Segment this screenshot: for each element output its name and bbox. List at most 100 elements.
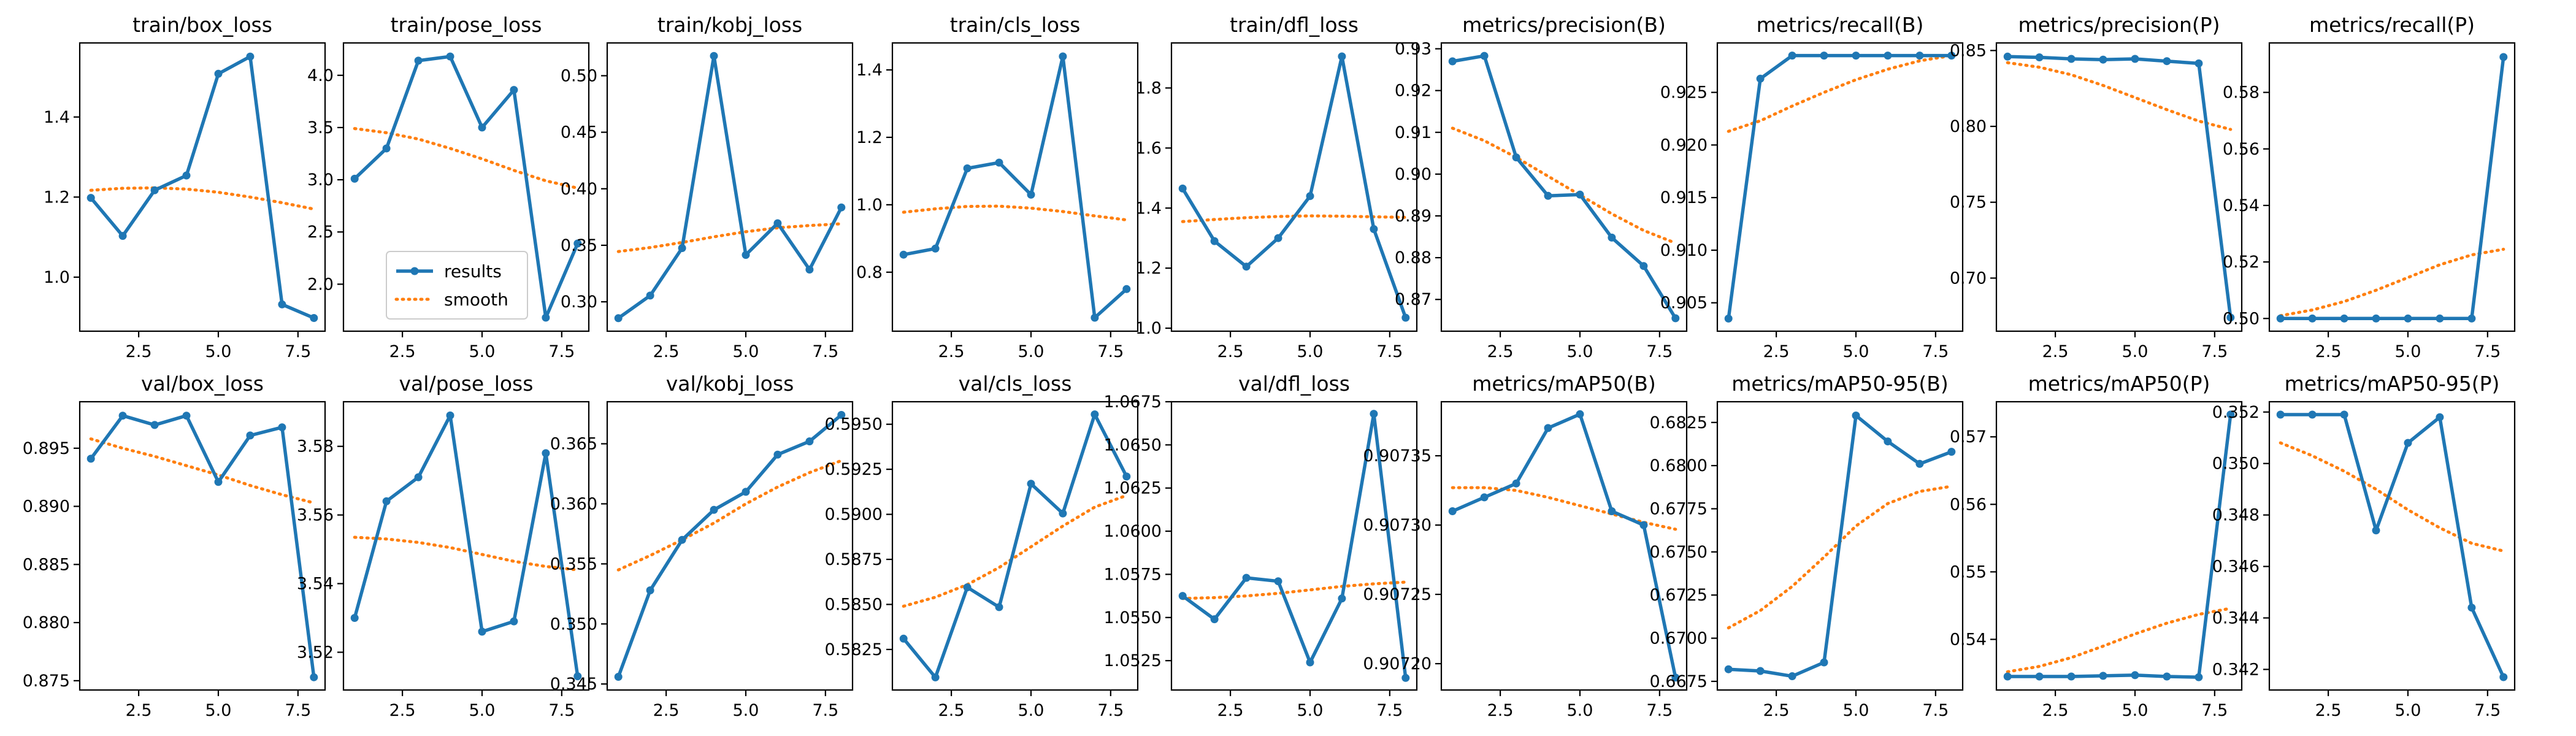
results-point [2035,672,2044,681]
y-tick-label: 1.8 [1135,79,1162,98]
x-tick-label: 2.5 [126,342,152,361]
legend-box [386,251,528,320]
x-tick-label: 7.5 [548,701,575,720]
panel-train-box-loss: train/box_loss 2.5 5.0 7.5 1.0 1.2 1.4 [44,13,326,361]
axes-frame [1440,401,1688,691]
results-point [2003,52,2012,61]
plot-area [350,411,582,681]
panel-title: val/dfl_loss [1238,372,1350,396]
panel-title: train/cls_loss [950,13,1081,37]
results-point [1915,52,1924,60]
results-point [2436,413,2444,421]
results-point [2436,314,2444,323]
plot-area [350,52,582,322]
results-point [773,450,782,459]
y-tick-label: 0.87 [1395,290,1432,309]
results-point [646,291,654,300]
x-tick-label: 7.5 [1376,342,1403,361]
y-tick-label: 0.50 [2223,309,2260,328]
plot-area [614,411,846,681]
results-point [1178,184,1187,193]
results-point [1338,594,1346,603]
results-point [1852,52,1860,60]
results-line [2007,55,2233,318]
y-tick-label: 1.0 [44,268,70,287]
axes-frame [342,42,590,332]
axes-frame [606,42,854,332]
y-tick-label: 0.6775 [1650,499,1708,518]
y-tick-label: 0.88 [1395,248,1432,267]
results-point [1512,153,1520,162]
y-tick-label: 3.58 [297,437,334,456]
results-point [1274,577,1282,586]
y-tick-label: 1.0625 [1104,479,1162,498]
axes-frame [79,401,326,691]
results-point [2276,314,2285,323]
results-point [710,52,718,60]
y-tick-label: 0.6825 [1650,413,1708,432]
results-point [1306,658,1314,667]
results-line [1181,412,1408,678]
results-point [510,86,518,94]
y-tick-label: 0.348 [2212,506,2260,525]
x-tick-label: 7.5 [548,342,575,361]
smooth-line [353,535,580,572]
y-tick-label: 0.885 [23,555,70,574]
results-point [1639,262,1648,270]
results-line [353,413,580,677]
results-point [118,412,127,420]
panel-title: metrics/mAP50-95(B) [1731,372,1948,396]
x-tick-label: 7.5 [1376,701,1403,720]
results-point [1608,233,1616,242]
axes-frame [1995,401,2243,691]
y-tick-label: 0.58 [2223,83,2260,102]
plot-area [2276,410,2508,681]
x-tick-label: 7.5 [1922,342,1949,361]
results-point [1306,192,1314,201]
plot-area [1448,410,1680,682]
results-point [1401,673,1410,682]
smooth-line [616,222,843,253]
results-point [414,56,423,65]
x-tick-label: 5.0 [1842,342,1869,361]
y-tick-label: 3.54 [297,575,334,594]
results-point [214,69,223,78]
plot-area [899,410,1131,681]
results-line [1728,413,1952,678]
panel-metrics-map50-b: metrics/mAP50(B) 2.5 5.0 7.5 0.90720 0.90725 0… [1363,372,1688,720]
y-tick-label: 1.0650 [1104,435,1162,454]
results-point [646,586,654,594]
results-point [837,203,846,212]
x-tick-label: 7.5 [812,342,838,361]
axes-frame [606,401,854,691]
smooth-line [2006,61,2233,131]
results-line [353,55,580,320]
results-point [310,673,318,681]
y-tick-label: 0.880 [23,613,70,632]
y-tick-label: 0.5950 [825,415,883,434]
results-point [2195,59,2203,67]
panel-metrics-map50-95-p: metrics/mAP50-95(P) 2.5 5.0 7.5 0.342 0.344 0.… [2212,372,2516,720]
smooth-line [902,204,1129,222]
results-point [382,497,391,505]
x-tick-label: 5.0 [2394,701,2421,720]
plot-area [2276,53,2508,323]
y-tick-label: 2.5 [307,223,334,242]
results-point [2099,672,2107,680]
results-point [2340,314,2348,323]
x-tick-label: 5.0 [469,342,495,361]
results-line [616,413,843,678]
results-point [1756,667,1765,675]
y-tick-label: 0.905 [1660,294,1708,313]
panel-metrics-precision-b: metrics/precision(B) 2.5 5.0 7.5 0.87 0.88 0.8… [1395,13,1688,361]
results-point [2226,313,2235,322]
results-point [1820,52,1828,60]
results-point [1639,521,1648,529]
smooth-line [1451,486,1677,531]
x-tick-label: 2.5 [1487,701,1514,720]
results-point [2372,526,2380,535]
results-point [2226,410,2235,419]
panel-val-box-loss: val/box_loss 2.5 5.0 7.5 0.875 0.880 0.885 0.89… [23,372,326,720]
y-tick-label: 0.56 [1950,495,1987,514]
results-point [573,239,582,248]
